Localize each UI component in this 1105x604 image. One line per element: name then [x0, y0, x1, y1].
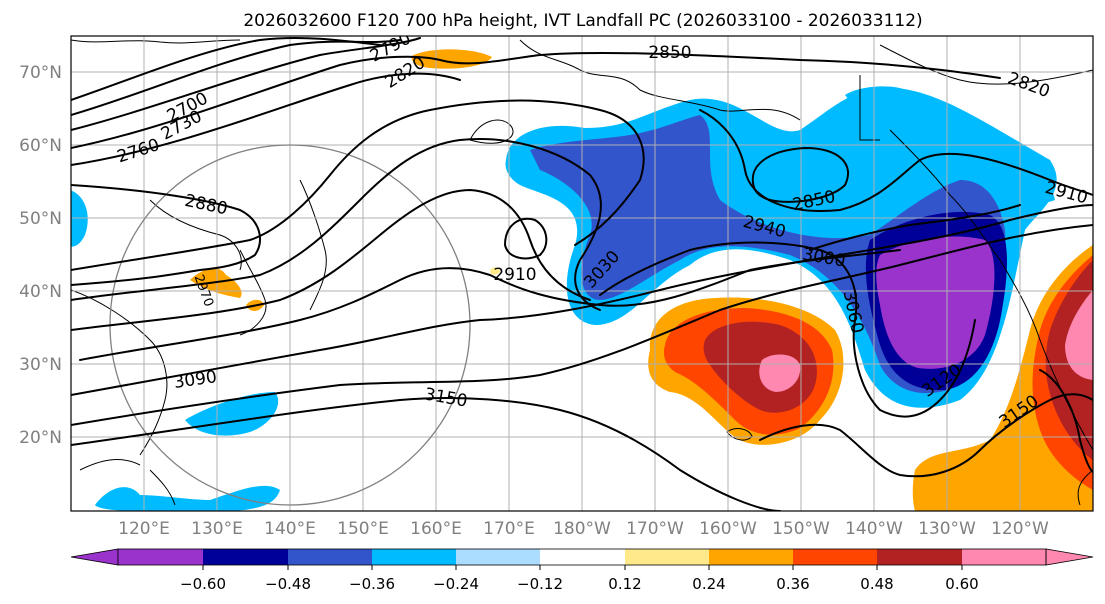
lon-label: 120°E — [118, 519, 170, 539]
colorbar-extend-low — [70, 548, 119, 566]
figure-title: 2026032600 F120 700 hPa height, IVT Land… — [243, 11, 922, 31]
contour-label: 2910 — [493, 265, 536, 285]
colorbar-tick-label: 0.60 — [945, 575, 978, 593]
contour-line — [1039, 369, 1093, 473]
colorbar-segment — [118, 549, 203, 565]
colorbar-segment — [709, 549, 793, 565]
lon-label: 160°W — [699, 519, 757, 539]
lon-label: 170°E — [483, 519, 535, 539]
contour-labels: 2850 2820 2790 2700 2730 2760 2880 2850 … — [115, 36, 1090, 433]
ivt-shade-neg-left-edge — [71, 190, 88, 247]
contour-line — [71, 37, 421, 131]
ivt-shade-neg-south — [95, 485, 280, 511]
contour-line — [71, 184, 261, 286]
lon-label: 140°W — [845, 519, 903, 539]
colorbar-tick-label: −0.48 — [265, 575, 311, 593]
contour-line — [809, 204, 1021, 251]
lat-label: 20°N — [19, 428, 62, 448]
contour-line — [71, 72, 461, 166]
ivt-shade-pos-dot — [490, 267, 500, 275]
colorbar: −0.60 −0.48 −0.36 −0.24 −0.12 0.12 0.24 … — [70, 548, 1094, 593]
colorbar-segment — [372, 549, 456, 565]
contour-line — [504, 217, 548, 260]
contour-line — [71, 36, 381, 101]
colorbar-tick-label: 0.24 — [692, 575, 725, 593]
colorbar-tick-label: −0.60 — [180, 575, 226, 593]
colorbar-segment — [203, 549, 288, 565]
height-contours — [71, 36, 1093, 511]
colorbar-segment — [540, 549, 625, 565]
colorbar-segment — [456, 549, 540, 565]
latitude-labels: 70°N 60°N 50°N 40°N 30°N 20°N — [19, 63, 62, 448]
colorbar-frame — [117, 548, 1047, 566]
lat-label: 30°N — [19, 355, 62, 375]
lon-label: 170°W — [626, 519, 684, 539]
ivt-shading — [71, 49, 1093, 511]
map-frame — [70, 35, 1094, 512]
contour-line — [71, 51, 1001, 149]
lat-label: 50°N — [19, 209, 62, 229]
lon-label: 120°W — [991, 519, 1049, 539]
colorbar-segment — [962, 549, 1046, 565]
contour-label: 2850 — [648, 43, 691, 63]
colorbar-segment — [793, 549, 877, 565]
lat-label: 70°N — [19, 63, 62, 83]
lat-label: 40°N — [19, 282, 62, 302]
colorbar-tick-label: 0.36 — [776, 575, 809, 593]
lon-label: 130°E — [191, 519, 243, 539]
lon-label: 150°W — [772, 519, 830, 539]
colorbar-tick-label: −0.24 — [433, 575, 479, 593]
colorbar-segment — [625, 549, 709, 565]
contour-line — [71, 39, 401, 116]
colorbar-tick-label: 0.48 — [860, 575, 893, 593]
colorbar-tick-label: −0.36 — [349, 575, 395, 593]
colorbar-segment — [288, 549, 372, 565]
contour-line — [71, 138, 602, 311]
lon-label: 150°E — [337, 519, 389, 539]
contour-line — [71, 204, 1093, 396]
colorbar-ticks — [202, 565, 963, 570]
lon-label: 140°E — [264, 519, 316, 539]
lon-label: 160°E — [410, 519, 462, 539]
contour-line — [71, 224, 1093, 426]
ivt-shade-pos-west-coast-4 — [1065, 290, 1093, 380]
contour-line — [71, 397, 781, 511]
lon-label: 180°W — [553, 519, 611, 539]
colorbar-tick-label: −0.12 — [517, 575, 563, 593]
ivt-shade-neg-l4 — [876, 236, 995, 369]
lon-label: 130°W — [918, 519, 976, 539]
colorbar-tick-label: 0.12 — [608, 575, 641, 593]
lat-label: 60°N — [19, 136, 62, 156]
contour-line — [699, 109, 1093, 212]
colorbar-extend-high — [1045, 548, 1094, 566]
contour-line — [599, 241, 976, 418]
contour-line — [759, 393, 1093, 478]
colorbar-segment — [877, 549, 962, 565]
contour-line — [71, 99, 645, 271]
longitude-labels: 120°E 130°E 140°E 150°E 160°E 170°E 180°… — [118, 519, 1049, 539]
contour-line — [71, 189, 591, 331]
